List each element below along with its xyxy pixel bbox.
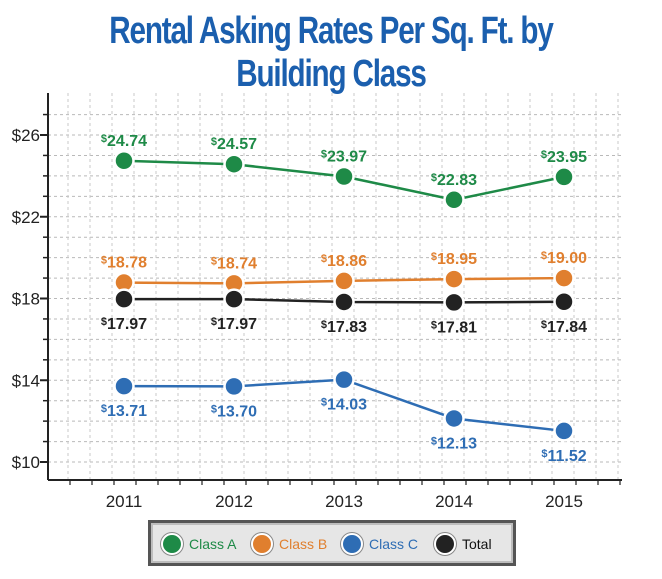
legend-marker	[434, 533, 456, 555]
data-point	[333, 270, 355, 292]
data-point	[553, 166, 575, 188]
data-point	[443, 291, 465, 314]
y-tick-label: $10	[12, 453, 40, 472]
data-label: $17.81	[431, 319, 477, 336]
legend-label: Class C	[369, 536, 419, 552]
data-point	[333, 165, 355, 188]
data-label: $11.52	[541, 448, 586, 465]
x-tick-label: 2012	[215, 492, 253, 511]
legend-label: Class B	[279, 536, 328, 552]
data-point	[113, 288, 135, 310]
y-tick-label: $22	[12, 208, 40, 227]
legend-item-class-a: Class A	[161, 533, 236, 555]
legend-item-class-b: Class B	[251, 533, 327, 555]
legend-marker	[251, 533, 273, 555]
legend-item-total: Total	[434, 533, 492, 555]
data-label: $12.13	[431, 435, 477, 452]
data-labels: $24.74 $24.57 $23.97 $22.83 $23.95 $18.78 $18.…	[101, 133, 587, 465]
data-label: $19.00	[541, 250, 587, 267]
data-label: $18.95	[431, 251, 477, 268]
data-point	[443, 407, 465, 430]
data-point	[113, 375, 135, 397]
data-point	[443, 268, 465, 290]
data-point	[443, 189, 465, 211]
data-label: $18.78	[101, 255, 147, 272]
data-point	[113, 150, 135, 172]
data-label: $17.84	[541, 319, 587, 336]
axes: $10 $14 $18 $22 $26 2011 2012 2013 2014 2015	[12, 93, 622, 511]
legend-marker	[161, 533, 183, 555]
data-label: $13.70	[211, 403, 257, 420]
data-point	[223, 153, 245, 175]
data-point	[333, 291, 355, 313]
x-tick-label: 2015	[545, 492, 583, 511]
x-tick-label: 2011	[106, 492, 143, 511]
data-label: $24.74	[101, 133, 147, 150]
legend-label: Total	[462, 536, 492, 552]
legend-item-class-c: Class C	[341, 533, 418, 555]
y-tick-label: $14	[12, 371, 40, 390]
data-label: $23.95	[541, 149, 587, 166]
data-label: $23.97	[321, 148, 367, 165]
data-label: $17.97	[211, 316, 257, 333]
x-tick-label: 2013	[325, 492, 363, 511]
data-point	[553, 267, 575, 289]
series-lines	[113, 150, 575, 442]
legend: Class A Class B Class C Total	[148, 520, 516, 566]
chart-title: Rental Asking Rates Per Sq. Ft. by Build…	[109, 10, 554, 95]
data-label: $14.03	[321, 397, 367, 414]
legend-label: Class A	[189, 536, 237, 552]
data-label: $22.83	[431, 172, 477, 189]
data-label: $17.83	[321, 319, 367, 336]
data-label: $24.57	[211, 136, 257, 153]
data-point	[333, 368, 355, 391]
data-point	[553, 420, 575, 442]
data-label: $18.74	[211, 255, 257, 272]
data-point	[223, 375, 245, 398]
data-label: $13.71	[101, 403, 147, 420]
data-point	[553, 291, 575, 313]
data-label: $18.86	[321, 253, 367, 270]
data-point	[223, 288, 245, 310]
x-tick-label: 2014	[435, 492, 473, 511]
grid-lines	[48, 93, 622, 480]
y-tick-label: $18	[12, 290, 40, 309]
y-tick-label: $26	[12, 126, 40, 145]
data-label: $17.97	[101, 316, 147, 333]
legend-marker	[341, 533, 363, 555]
